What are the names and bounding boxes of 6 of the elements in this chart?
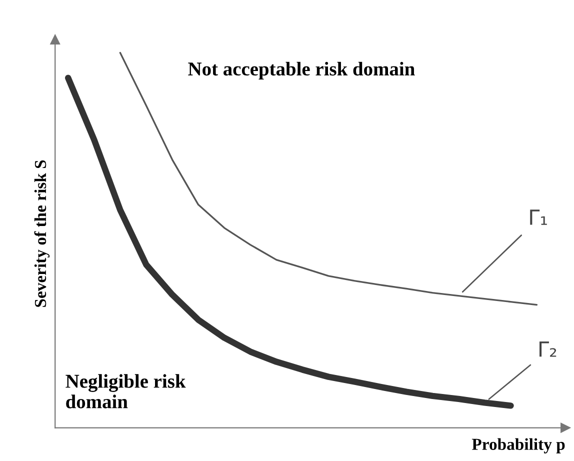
text: Γ₂ xyxy=(540,341,556,357)
y-axis-title: Severity of the risk S xyxy=(34,160,50,307)
text: Γ₁ xyxy=(530,210,547,225)
annotation: Not acceptable risk domain xyxy=(188,62,415,80)
x-axis-title: Probability p xyxy=(472,438,565,454)
annotation: Negligible risk domain xyxy=(66,374,186,408)
